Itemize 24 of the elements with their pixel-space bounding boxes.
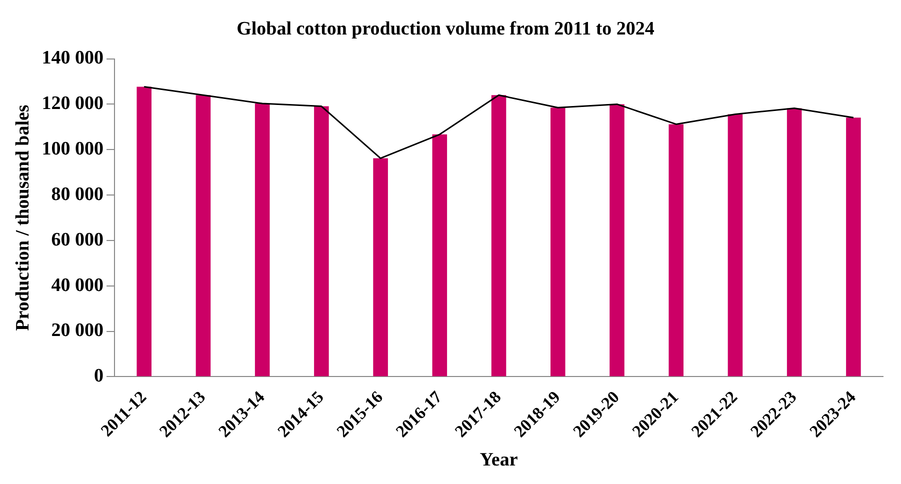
x-axis-title: Year	[480, 450, 518, 471]
bar	[786, 108, 802, 376]
bar	[846, 118, 861, 376]
y-tick-label: 140 000	[42, 48, 104, 69]
bar	[432, 134, 448, 376]
y-tick-label: 100 000	[42, 138, 104, 160]
bar	[728, 114, 743, 376]
chart-title: Global cotton production volume from 2011 to 2024	[236, 18, 655, 40]
bar	[610, 104, 624, 376]
bar	[550, 108, 566, 376]
y-axis-title: Production / thousand bales	[12, 104, 34, 331]
y-tick-label: 0	[94, 366, 104, 387]
y-tick-label: 80 000	[51, 184, 104, 205]
y-tick-label: 20 000	[51, 320, 104, 342]
bar	[314, 106, 329, 376]
bar	[196, 95, 211, 376]
y-tick-label: 40 000	[51, 274, 104, 296]
y-tick-label: 120 000	[42, 93, 104, 114]
bar	[254, 104, 270, 376]
y-tick-label: 60 000	[51, 229, 104, 250]
bar	[373, 158, 388, 376]
bar	[668, 124, 684, 376]
bar	[491, 95, 506, 376]
bar	[136, 86, 152, 376]
